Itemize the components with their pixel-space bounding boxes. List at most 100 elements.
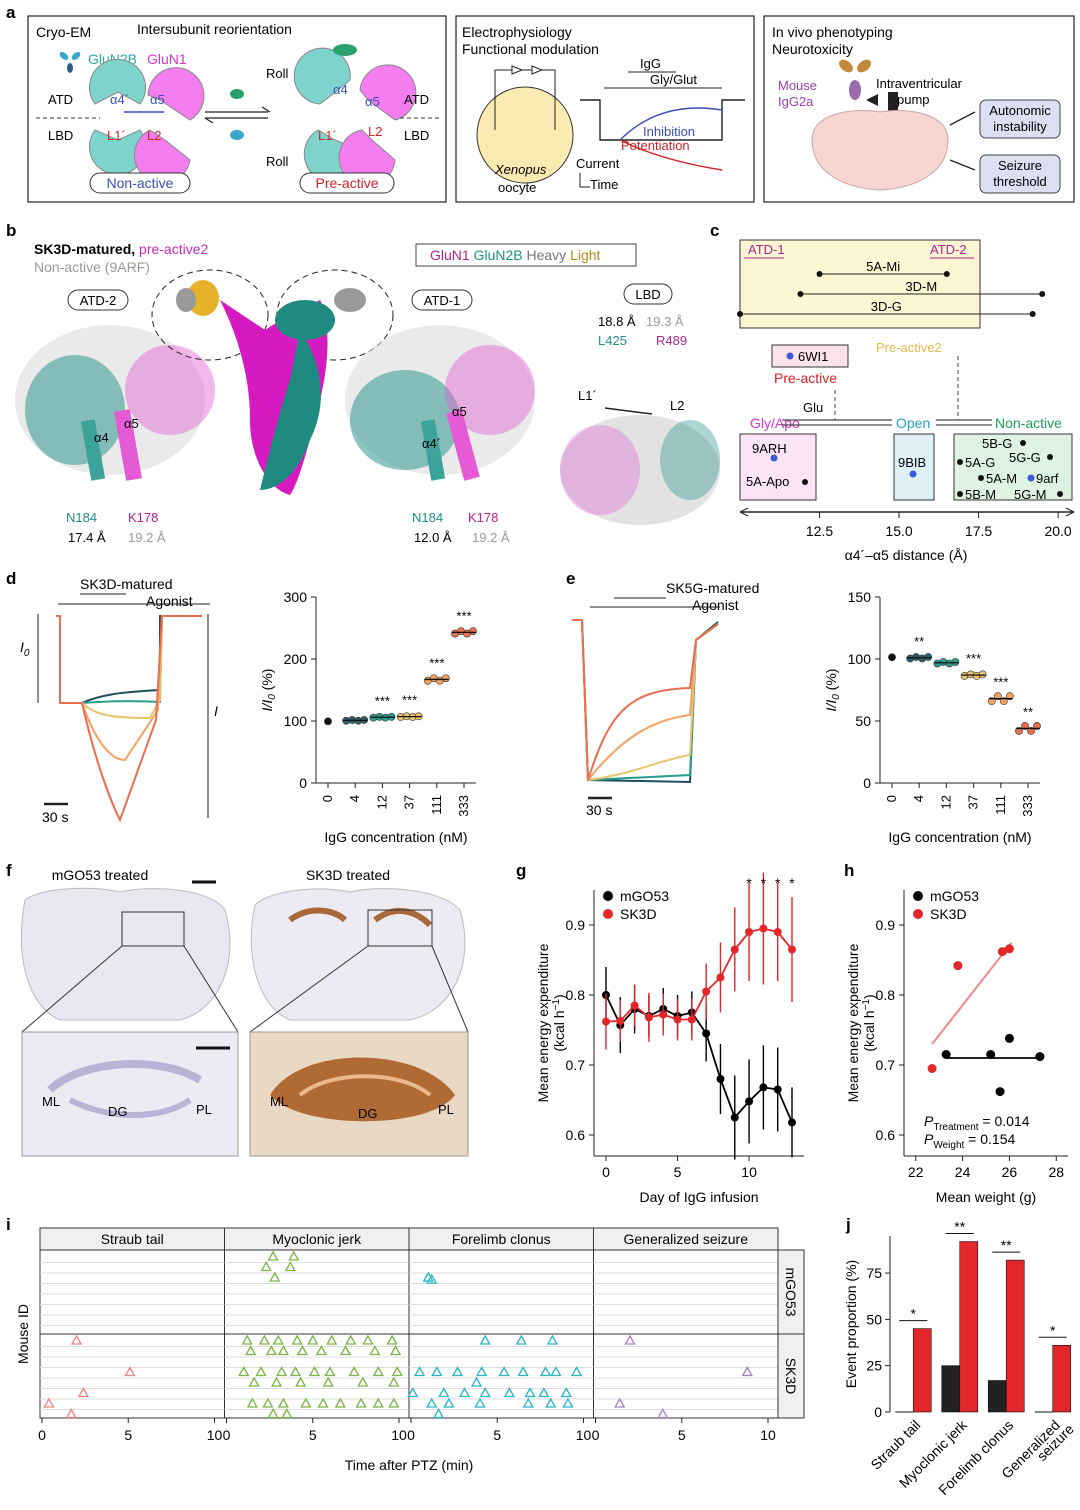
- atd-label-right: ATD: [404, 92, 429, 107]
- pump-label: pump: [897, 92, 930, 107]
- a5-label: α5: [150, 92, 165, 107]
- key-glun1: GluN1: [430, 247, 470, 263]
- glun1-atd-left: [147, 67, 205, 121]
- e-scale-label: 30 s: [586, 802, 612, 818]
- x-axis-label: Time after PTZ (min): [345, 1457, 474, 1473]
- event-marker: [657, 1408, 669, 1419]
- legend-label: SK3D: [620, 906, 657, 922]
- event-marker: [546, 1334, 559, 1345]
- x-tick-label: 28: [1048, 1164, 1064, 1180]
- x-tick-label: 0: [223, 1427, 231, 1443]
- potentiation-trace: [619, 139, 723, 171]
- a4-label: α4: [333, 82, 348, 97]
- event-marker: [241, 1334, 253, 1345]
- b-chain-key-box: [415, 243, 637, 267]
- event-marker: [388, 1397, 400, 1408]
- atd2-label: ATD-2: [80, 293, 117, 308]
- x-axis-label: IgG concentration (nM): [324, 829, 467, 845]
- event-marker: [288, 1250, 300, 1261]
- c-x-tick-label: 20.0: [1044, 523, 1071, 539]
- x-tick-label: 0: [407, 1427, 415, 1443]
- roll-label-top: Roll: [266, 66, 289, 81]
- a4p-label: α4´: [110, 92, 129, 107]
- gly-glut-label: Gly/Glut: [650, 72, 697, 87]
- equilibrium-arrows: [204, 89, 271, 140]
- roll-label-bottom: Roll: [266, 154, 289, 169]
- event-marker: [388, 1376, 400, 1387]
- data-point: [716, 973, 725, 982]
- event-marker: [317, 1397, 329, 1408]
- c-non-active-label: Non-active: [995, 415, 1062, 431]
- c-atd1-label: ATD-1: [748, 242, 785, 257]
- non-active-pill: [89, 172, 191, 194]
- data-point: [602, 1017, 610, 1026]
- c-5b-g: 5B-G: [982, 436, 1012, 451]
- data-point: [730, 945, 739, 954]
- facet-label: Forelimb clonus: [452, 1231, 551, 1247]
- data-point: [1004, 944, 1014, 954]
- event-marker: [479, 1334, 491, 1345]
- event-marker: [538, 1387, 550, 1398]
- significance-label: ***: [993, 675, 1008, 690]
- c-atd2-label: ATD-2: [930, 242, 967, 257]
- g-line-chart: 0.6 0.7 0.8 0.9 0 5 10 * * * * mGO53 SK3D Mean energy…: [535, 872, 804, 1205]
- oocyte-icon: [476, 86, 574, 184]
- autonomic-box: [979, 99, 1061, 139]
- y-tick-label: 0.6: [566, 1127, 586, 1143]
- left-k178-label: K178: [128, 510, 158, 525]
- event-marker: [443, 1397, 455, 1408]
- event-marker: [291, 1334, 303, 1345]
- group-label: mGO53: [783, 1267, 799, 1316]
- panel-e-letter: e: [566, 569, 575, 588]
- data-point: [999, 697, 1008, 706]
- y-tick-label: 0: [874, 1404, 882, 1420]
- cryoem-density-map: [151, 269, 394, 495]
- data-point: [716, 1075, 725, 1083]
- data-point: [616, 1016, 625, 1025]
- significance-star: *: [761, 875, 767, 891]
- panel-h-letter: h: [844, 861, 854, 880]
- event-marker: [562, 1397, 574, 1408]
- event-marker: [372, 1397, 384, 1408]
- event-marker: [334, 1397, 346, 1408]
- box2-subtitle: Functional modulation: [462, 41, 599, 57]
- xenopus-label: Xenopus: [494, 162, 547, 177]
- b-legend-gray: Non-active (9ARF): [34, 259, 150, 275]
- event-marker: [517, 1366, 529, 1377]
- antibody-icon: [59, 52, 81, 73]
- data-point: [702, 1029, 711, 1038]
- data-point: [995, 1087, 1005, 1097]
- x-tick-label: 333: [456, 795, 471, 817]
- data-point: [773, 928, 782, 936]
- y-tick-label: 75: [866, 1265, 882, 1281]
- bar-SK3D: [1052, 1345, 1072, 1413]
- c-pre-active2-label: Pre-active2: [876, 340, 942, 355]
- c-bar-label: 5A-Mi: [866, 259, 900, 274]
- glun2b-atd-left: [89, 58, 146, 105]
- f-left-dg: DG: [108, 1104, 128, 1119]
- y-tick-label: 25: [866, 1358, 882, 1374]
- x-tick-label: 5: [309, 1427, 317, 1443]
- lbd-label: LBD: [635, 287, 660, 302]
- event-marker: [498, 1366, 510, 1377]
- non-active-label: Non-active: [107, 175, 174, 191]
- data-point: [788, 945, 796, 954]
- panel-f-letter: f: [6, 861, 12, 880]
- left-n184-label: N184: [66, 510, 97, 525]
- group-label: SK3D: [783, 1358, 799, 1395]
- significance-star: *: [775, 875, 781, 891]
- significance-label: ***: [402, 693, 417, 708]
- c-bar-end: [943, 271, 950, 277]
- event-marker: [326, 1334, 338, 1345]
- c-9arf: 9arf: [1036, 471, 1059, 486]
- event-marker: [339, 1345, 352, 1356]
- legend-marker: [603, 909, 613, 919]
- brain-section-icon: [811, 109, 949, 191]
- x-tick-label: 26: [1002, 1164, 1018, 1180]
- f-right-title: SK3D treated: [306, 867, 390, 883]
- right-a5-label: α5: [452, 404, 467, 419]
- data-point: [924, 653, 933, 661]
- y-axis-label-units: (kcal h−1): [861, 994, 877, 1051]
- time-label: Time: [590, 177, 618, 192]
